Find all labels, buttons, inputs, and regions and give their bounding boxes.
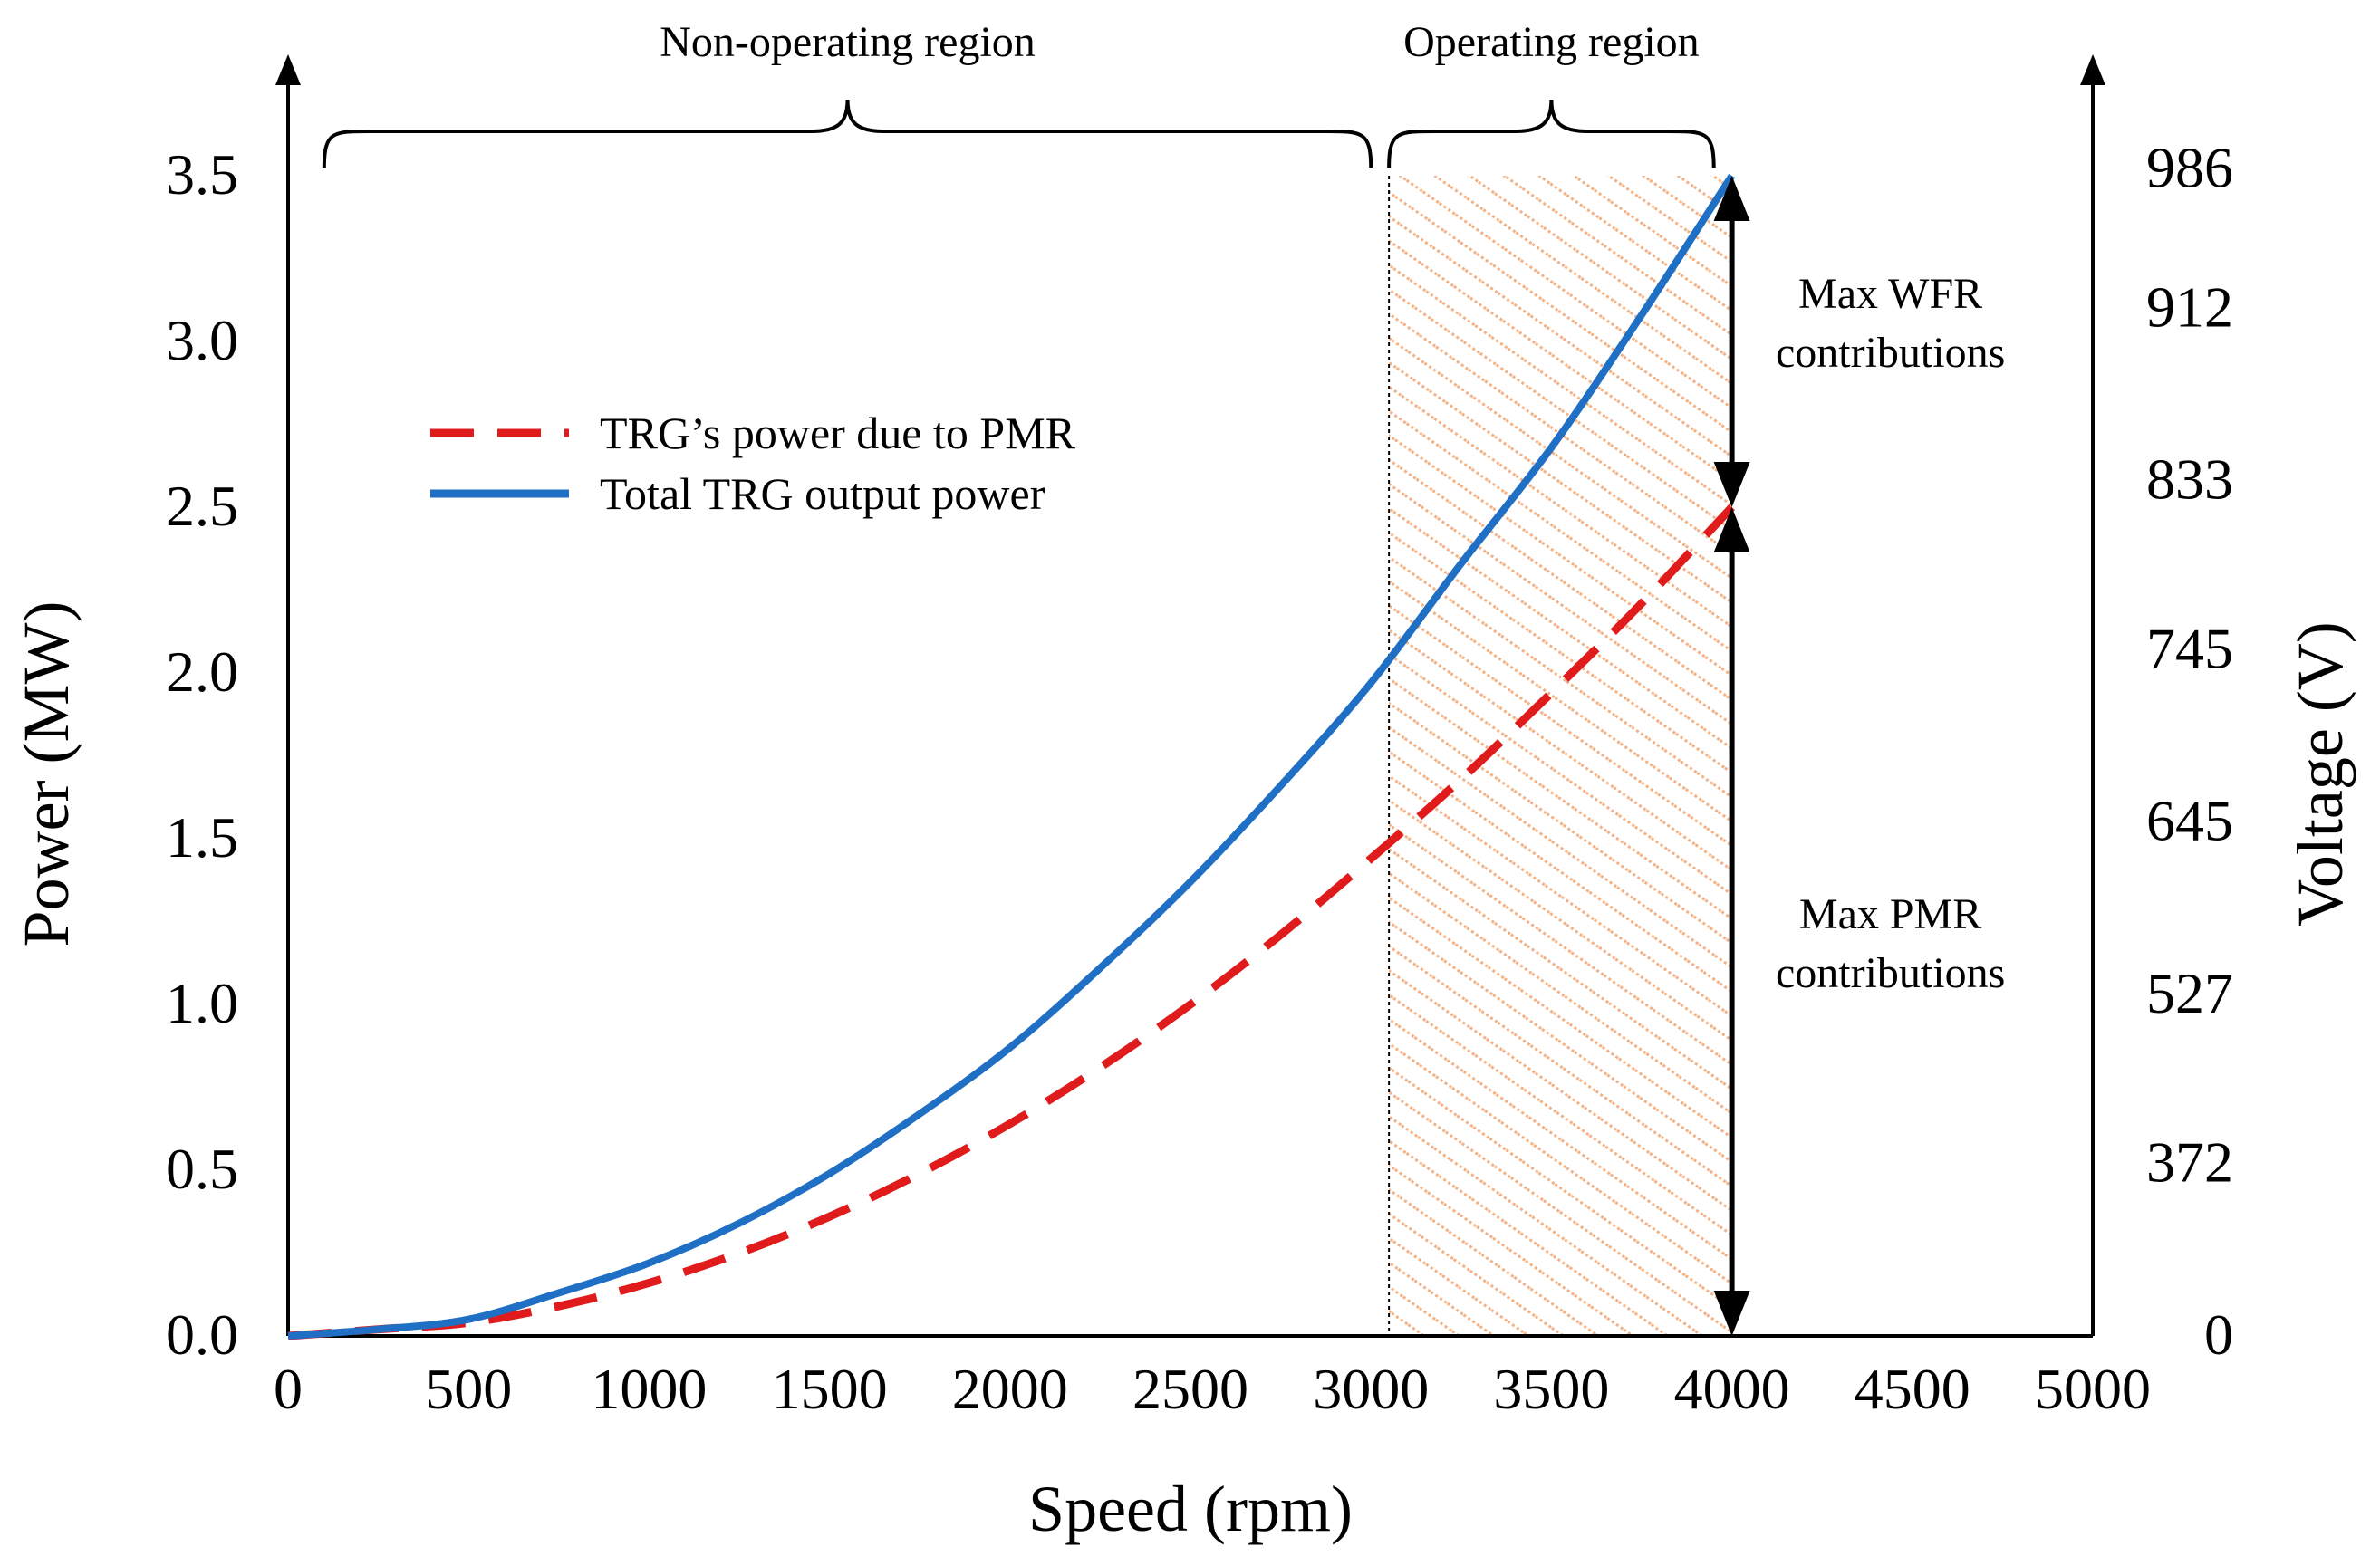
x-tick-label: 3000 xyxy=(1313,1357,1429,1421)
y-tick-label: 1.0 xyxy=(166,971,238,1035)
x-tick-label: 2000 xyxy=(952,1357,1068,1421)
x-tick-label: 4500 xyxy=(1855,1357,1970,1421)
legend: TRG’s power due to PMR Total TRG output … xyxy=(430,408,1076,519)
y2-tick-label: 372 xyxy=(2146,1130,2233,1195)
annotation-arrows: Max WFR contributions Max PMR contributions xyxy=(1713,176,2005,1336)
region-braces: Non-operating region Operating region xyxy=(322,18,1716,168)
x-tick-label: 500 xyxy=(425,1357,512,1421)
brace-operating xyxy=(1387,99,1716,168)
series-line-pmr xyxy=(287,504,1735,1340)
y-axis-title: Power (MW) xyxy=(10,601,82,947)
annotation-wfr: contributions xyxy=(1776,329,2005,377)
pmr-arrow-head-down xyxy=(1713,1291,1750,1336)
y-tick-label: 0.0 xyxy=(166,1302,238,1367)
series-line-total xyxy=(287,173,1735,1340)
x-tick-label: 2500 xyxy=(1132,1357,1248,1421)
x-tick-label: 1500 xyxy=(772,1357,888,1421)
brace-non-operating xyxy=(322,99,1373,168)
region-label-operating: Operating region xyxy=(1403,18,1700,66)
y-tick-label: 3.5 xyxy=(166,142,238,207)
y2-axis-arrowhead xyxy=(2080,54,2105,85)
y-axis-arrowhead xyxy=(275,54,301,85)
y-tick-label: 0.5 xyxy=(166,1137,238,1201)
y2-tick-label: 833 xyxy=(2146,447,2233,512)
y-tick-labels: 0.0 0.5 1.0 1.5 2.0 2.5 3.0 3.5 xyxy=(166,142,238,1367)
legend-label-pmr: TRG’s power due to PMR xyxy=(600,408,1076,458)
x-tick-label: 0 xyxy=(274,1357,303,1421)
pmr-arrow-head-up xyxy=(1713,507,1750,552)
wfr-arrow-head-up xyxy=(1713,176,1750,221)
y2-tick-label: 745 xyxy=(2146,616,2233,680)
x-tick-labels: 0 500 1000 1500 2000 2500 3000 3500 4000 4500 5000 xyxy=(274,1357,2151,1421)
wfr-arrow-head-down xyxy=(1713,462,1750,507)
y-tick-label: 3.0 xyxy=(166,308,238,372)
operating-region-fill xyxy=(1389,176,1732,1336)
y2-axis-title: Voltage (V) xyxy=(2284,621,2356,927)
y2-tick-labels: 0 372 527 645 745 833 912 986 xyxy=(2146,136,2233,1367)
series-layer xyxy=(287,173,1735,1340)
y2-tick-label: 912 xyxy=(2146,274,2233,339)
x-tick-label: 4000 xyxy=(1674,1357,1790,1421)
y2-tick-label: 0 xyxy=(2204,1302,2233,1367)
annotation-pmr: contributions xyxy=(1776,949,2005,997)
y-tick-label: 2.5 xyxy=(166,474,238,538)
x-tick-label: 1000 xyxy=(591,1357,707,1421)
legend-label-total: Total TRG output power xyxy=(600,468,1045,519)
y-tick-label: 2.0 xyxy=(166,639,238,704)
x-tick-label: 3500 xyxy=(1493,1357,1609,1421)
y2-tick-label: 527 xyxy=(2146,961,2233,1025)
y-tick-label: 1.5 xyxy=(166,805,238,869)
y2-tick-label: 986 xyxy=(2146,136,2233,200)
y2-tick-label: 645 xyxy=(2146,789,2233,853)
annotation-wfr: Max WFR xyxy=(1798,270,1982,318)
annotation-pmr: Max PMR xyxy=(1799,890,1981,938)
x-axis-title: Speed (rpm) xyxy=(1028,1473,1353,1545)
region-label-non-operating: Non-operating region xyxy=(660,18,1036,66)
x-tick-label: 5000 xyxy=(2035,1357,2151,1421)
